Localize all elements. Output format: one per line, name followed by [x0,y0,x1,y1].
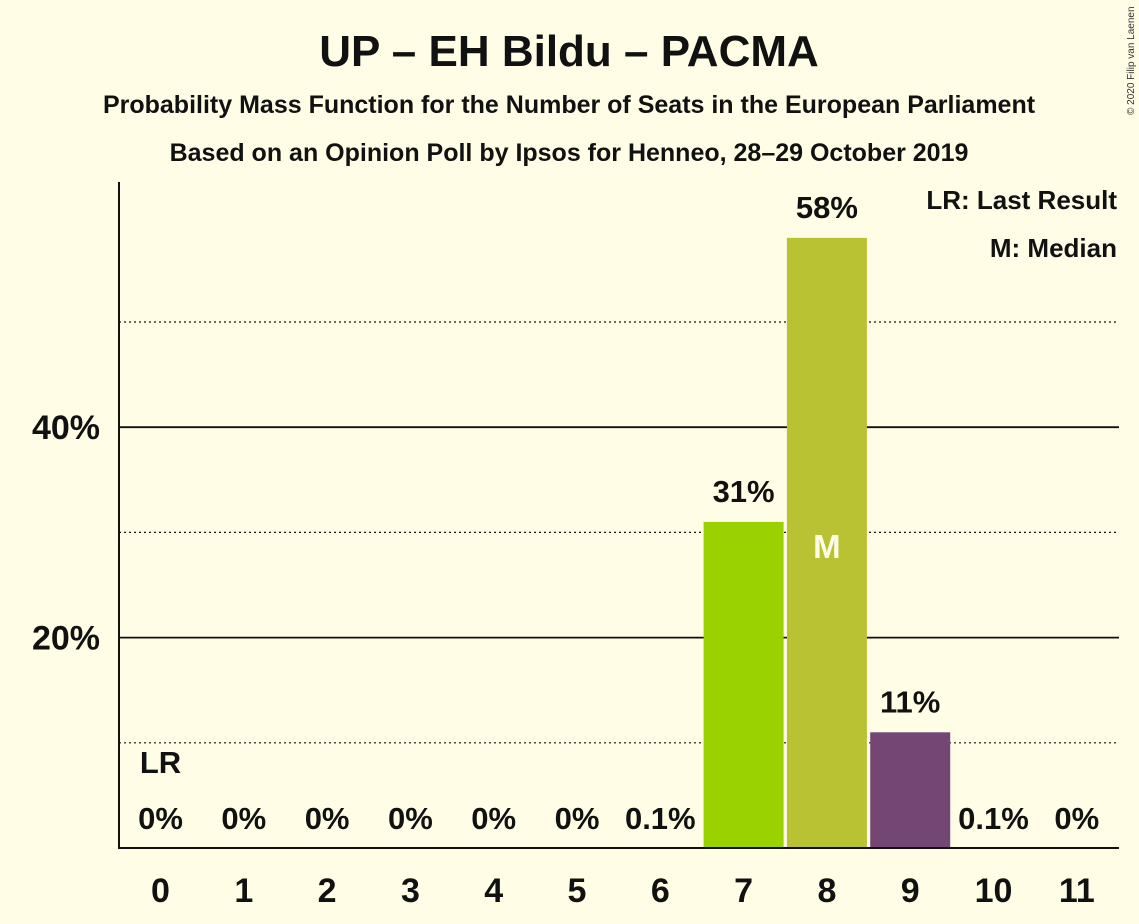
y-axis-ticks: 20% 40% [32,409,100,657]
bar-value-label: 0.1% [625,801,696,836]
markers: LR M [140,528,841,780]
bar-value-label: 0% [1054,801,1099,836]
bar [703,521,784,848]
x-tick-label: 4 [484,872,503,910]
bar-value-label: 11% [880,684,940,719]
x-axis-ticks: 0 1 2 3 4 5 6 7 8 9 10 11 [151,872,1095,910]
median-marker: M [813,528,841,565]
bar-value-label: 0% [305,801,350,836]
bar-value-label: 31% [713,474,775,509]
x-tick-label: 7 [734,872,753,910]
legend-last-result: LR: Last Result [926,185,1117,215]
bar-value-label: 0% [388,801,433,836]
x-tick-label: 9 [901,872,920,910]
bar-value-label: 0% [138,801,183,836]
y-tick-label: 40% [32,409,100,447]
x-tick-label: 3 [401,872,420,910]
x-tick-label: 1 [234,872,253,910]
bar-value-label: 0% [221,801,266,836]
bar-labels: 0% 0% 0% 0% 0% 0% 0.1% 31% 58% 11% 0.1% 0% [138,190,1099,836]
bar [786,237,867,849]
x-tick-label: 11 [1059,872,1095,910]
chart-subtitle: Probability Mass Function for the Number… [103,91,1036,119]
bar-value-label: 0% [471,801,516,836]
copyright-note: © 2020 Filip van Laenen [1126,6,1137,115]
bar-value-label: 0.1% [958,801,1029,836]
x-tick-label: 0 [151,872,170,910]
x-tick-label: 2 [318,872,337,910]
x-tick-label: 8 [817,872,836,910]
bar [870,732,951,848]
bar-value-label: 0% [555,801,600,836]
x-tick-label: 6 [651,872,670,910]
y-tick-label: 20% [32,620,100,658]
gridlines [119,321,1119,744]
chart-title: UP – EH Bildu – PACMA [319,27,819,76]
last-result-marker: LR [140,745,181,780]
bar-value-label: 58% [796,190,858,225]
x-tick-label: 5 [568,872,587,910]
legend-median: M: Median [990,233,1117,263]
chart-source: Based on an Opinion Poll by Ipsos for He… [170,139,969,167]
bars [620,237,1034,849]
x-tick-label: 10 [975,872,1013,910]
